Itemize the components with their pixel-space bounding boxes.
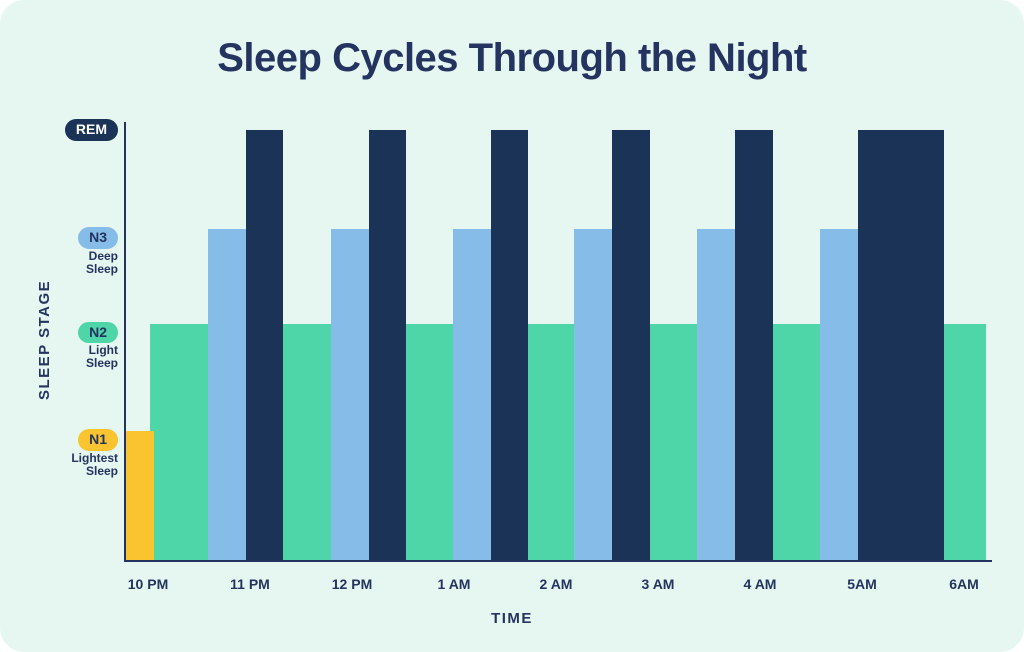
x-tick: 12 PM <box>332 576 372 592</box>
x-tick: 3 AM <box>642 576 675 592</box>
x-axis-title: TIME <box>0 610 1024 627</box>
bar-n3-0 <box>208 229 246 560</box>
stage-sublabel: Light Sleep <box>48 344 118 370</box>
bar-n3-5 <box>820 229 858 560</box>
chart-canvas: Sleep Cycles Through the Night SLEEP STA… <box>0 0 1024 652</box>
x-axis-line <box>124 560 992 562</box>
y-tick: N1Lightest Sleep <box>48 429 118 478</box>
x-tick: 1 AM <box>438 576 471 592</box>
bar-rem-3 <box>612 130 650 560</box>
bar-rem-4 <box>735 130 773 560</box>
stage-pill: N2 <box>78 322 118 344</box>
plot-area <box>126 130 986 560</box>
x-tick: 4 AM <box>744 576 777 592</box>
bar-n1 <box>126 431 154 560</box>
stage-pill: REM <box>65 119 118 141</box>
stage-sublabel: Deep Sleep <box>48 250 118 276</box>
x-tick: 10 PM <box>128 576 168 592</box>
x-tick: 6AM <box>949 576 979 592</box>
x-tick: 11 PM <box>230 576 270 592</box>
y-tick: REM <box>48 119 118 141</box>
y-tick: N2Light Sleep <box>48 322 118 371</box>
bar-rem-5 <box>858 130 944 560</box>
x-tick: 2 AM <box>540 576 573 592</box>
bar-n3-2 <box>453 229 491 560</box>
stage-pill: N1 <box>78 429 118 451</box>
x-tick: 5AM <box>847 576 877 592</box>
bar-n3-4 <box>697 229 735 560</box>
bar-n3-3 <box>574 229 612 560</box>
y-tick: N3Deep Sleep <box>48 227 118 276</box>
bar-rem-0 <box>246 130 284 560</box>
y-axis-line <box>124 122 126 560</box>
stage-sublabel: Lightest Sleep <box>48 452 118 478</box>
chart-title: Sleep Cycles Through the Night <box>0 36 1024 81</box>
bar-n3-1 <box>331 229 369 560</box>
bar-rem-2 <box>491 130 529 560</box>
stage-pill: N3 <box>78 227 118 249</box>
bar-rem-1 <box>369 130 407 560</box>
